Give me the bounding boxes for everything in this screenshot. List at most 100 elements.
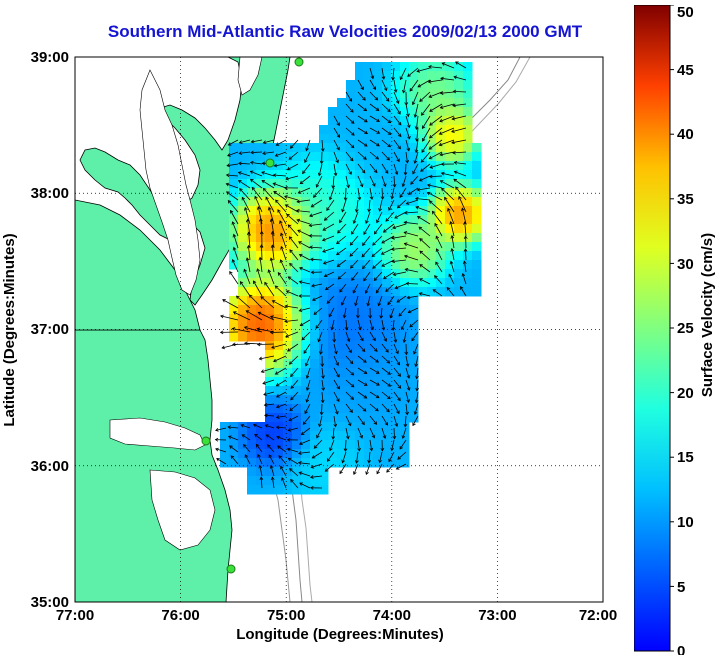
velocity-cell [472, 152, 482, 162]
colorbar-gradient [634, 5, 670, 651]
velocity-cell [436, 197, 446, 207]
velocity-cell [310, 422, 320, 432]
velocity-cell [382, 143, 392, 153]
velocity-cell [409, 62, 419, 72]
velocity-cell [463, 170, 473, 180]
velocity-cell [256, 143, 266, 153]
velocity-cell [274, 395, 284, 405]
velocity-cell [229, 197, 239, 207]
velocity-cell [328, 251, 338, 261]
velocity-cell [364, 386, 374, 396]
velocity-cell [418, 269, 428, 279]
velocity-cell [247, 485, 257, 495]
velocity-cell [247, 269, 257, 279]
radar-station [266, 159, 274, 167]
velocity-cell [310, 161, 320, 171]
velocity-cell [382, 386, 392, 396]
velocity-cell [373, 188, 383, 198]
velocity-cell [292, 323, 302, 333]
velocity-cell [364, 413, 374, 423]
velocity-cell [355, 125, 365, 135]
radar-station [202, 437, 210, 445]
velocity-cell [337, 341, 347, 351]
velocity-cell [319, 269, 329, 279]
velocity-cell [238, 287, 248, 297]
velocity-cell [319, 179, 329, 189]
velocity-cell [238, 305, 248, 315]
velocity-vector [262, 245, 263, 260]
velocity-cell [409, 152, 419, 162]
velocity-cell [463, 206, 473, 216]
velocity-cell [436, 107, 446, 117]
velocity-cell [274, 287, 284, 297]
velocity-cell [472, 197, 482, 207]
colorbar-tick: 40 [677, 126, 694, 143]
velocity-cell [292, 188, 302, 198]
velocity-cell [328, 188, 338, 198]
velocity-cell [310, 377, 320, 387]
velocity-cell [310, 386, 320, 396]
velocity-cell [337, 188, 347, 198]
velocity-cell [382, 62, 392, 72]
velocity-cell [256, 224, 266, 234]
velocity-cell [301, 206, 311, 216]
velocity-cell [301, 449, 311, 459]
velocity-cell [229, 332, 239, 342]
velocity-cell [391, 449, 401, 459]
velocity-cell [265, 440, 275, 450]
velocity-map: 77:00 76:00 75:00 74:00 73:00 72:00 39:0… [0, 0, 634, 659]
velocity-cell [319, 278, 329, 288]
velocity-cell [337, 233, 347, 243]
velocity-cell [265, 188, 275, 198]
velocity-cell [355, 71, 365, 81]
velocity-cell [454, 251, 464, 261]
velocity-cell [328, 116, 338, 126]
x-tick-label: 74:00 [373, 607, 411, 624]
velocity-cell [346, 305, 356, 315]
velocity-cell [445, 62, 455, 72]
velocity-cell [400, 449, 410, 459]
velocity-cell [337, 278, 347, 288]
velocity-cell [445, 161, 455, 171]
velocity-cell [472, 233, 482, 243]
velocity-cell [346, 359, 356, 369]
velocity-cell [301, 170, 311, 180]
velocity-cell [319, 260, 329, 270]
velocity-cell [265, 485, 275, 495]
x-tick-label: 72:00 [579, 607, 617, 624]
velocity-cell [355, 287, 365, 297]
velocity-cell [355, 395, 365, 405]
velocity-cell [445, 80, 455, 90]
velocity-cell [292, 161, 302, 171]
velocity-cell [283, 296, 293, 306]
velocity-cell [310, 359, 320, 369]
velocity-cell [256, 251, 266, 261]
velocity-cell [310, 350, 320, 360]
velocity-cell [454, 107, 464, 117]
velocity-cell [319, 476, 329, 486]
velocity-cell [400, 422, 410, 432]
velocity-cell [355, 377, 365, 387]
velocity-cell [454, 287, 464, 297]
velocity-cell [436, 188, 446, 198]
velocity-cell [301, 260, 311, 270]
velocity-cell [274, 143, 284, 153]
y-axis-title: Latitude (Degrees:Minutes) [1, 233, 18, 426]
velocity-cell [436, 62, 446, 72]
velocity-cell [382, 278, 392, 288]
velocity-cell [472, 161, 482, 171]
velocity-cell [319, 152, 329, 162]
velocity-cell [472, 224, 482, 234]
velocity-cell [337, 269, 347, 279]
velocity-cell [328, 413, 338, 423]
velocity-vector [322, 404, 323, 415]
velocity-cell [382, 251, 392, 261]
velocity-cell [292, 431, 302, 441]
velocity-cell [418, 197, 428, 207]
velocity-cell [391, 422, 401, 432]
velocity-cell [265, 350, 275, 360]
velocity-cell [274, 368, 284, 378]
velocity-cell [373, 233, 383, 243]
velocity-cell [436, 215, 446, 225]
velocity-cell [283, 350, 293, 360]
